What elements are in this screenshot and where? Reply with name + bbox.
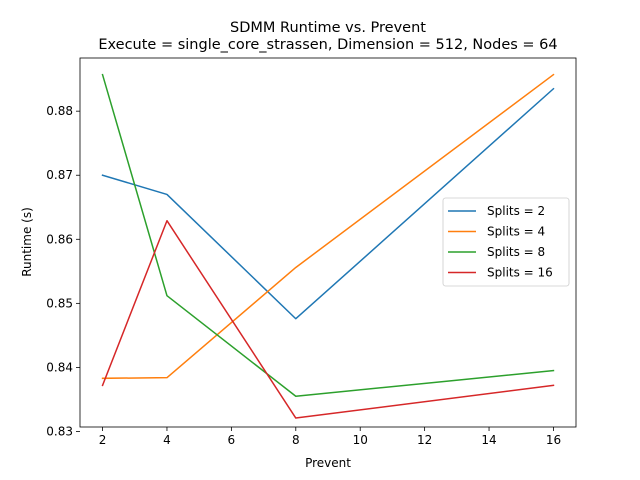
chart-title: SDMM Runtime vs. Prevent <box>230 20 426 36</box>
x-tick-label: 14 <box>481 433 496 447</box>
series-line-3 <box>101 73 555 397</box>
legend-label-2: Splits = 4 <box>487 225 545 239</box>
x-tick-label: 10 <box>353 433 368 447</box>
y-tick-label: 0.86 <box>46 232 73 246</box>
y-tick-label: 0.84 <box>46 360 73 374</box>
y-tick-label: 0.87 <box>46 168 73 182</box>
x-tick-label: 16 <box>546 433 561 447</box>
legend: Splits = 2 Splits = 4 Splits = 8 Splits = 1… <box>442 197 570 287</box>
x-tick-label: 2 <box>99 433 107 447</box>
y-tick-label: 0.85 <box>46 296 73 310</box>
x-tick-label: 6 <box>228 433 236 447</box>
plot-area: 2 4 6 8 10 12 14 16 0.83 0.84 0.85 0.86 0.87 0.88 <box>46 57 577 447</box>
y-tick-label: 0.83 <box>46 424 73 438</box>
axes-frame <box>79 57 577 428</box>
legend-label-4: Splits = 16 <box>487 266 553 280</box>
legend-box <box>442 197 570 287</box>
x-tick-label: 4 <box>163 433 171 447</box>
series-line-4 <box>101 219 555 419</box>
legend-label-1: Splits = 2 <box>487 204 545 218</box>
series-line-2 <box>101 73 555 380</box>
x-tick-label: 8 <box>292 433 300 447</box>
y-tick-label: 0.88 <box>46 104 73 118</box>
legend-label-3: Splits = 8 <box>487 245 545 259</box>
chart-subtitle: Execute = single_core_strassen, Dimensio… <box>98 37 557 53</box>
x-axis-label: Prevent <box>305 456 351 470</box>
y-axis-label: Runtime (s) <box>20 207 34 277</box>
x-tick-label: 12 <box>417 433 432 447</box>
